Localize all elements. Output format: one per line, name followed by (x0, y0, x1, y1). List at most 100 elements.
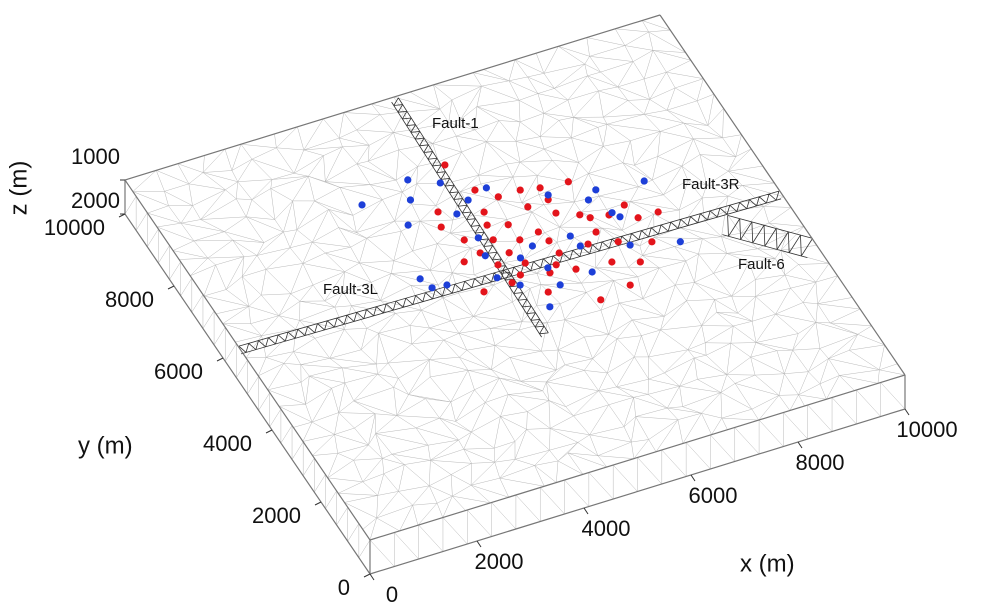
fault-label: Fault-1 (432, 115, 479, 132)
well-point (358, 201, 366, 209)
well-point (676, 238, 684, 246)
well-point (516, 271, 524, 279)
x-tick (797, 441, 803, 449)
x-tick-label: 0 (386, 582, 398, 606)
x-tick-label: 10000 (896, 417, 957, 442)
well-point (482, 184, 490, 192)
well-point (460, 258, 468, 266)
well-point (460, 236, 468, 244)
fault-label: Fault-3R (682, 176, 740, 193)
well-point (584, 196, 593, 204)
y-tick-label: 6000 (154, 359, 203, 384)
fault-trace (722, 214, 813, 259)
well-point (524, 203, 532, 211)
well-point (494, 261, 502, 269)
well-point (564, 178, 572, 186)
well-point (404, 176, 412, 184)
well-point (516, 236, 524, 244)
well-point (544, 191, 552, 199)
well-point (634, 214, 642, 222)
well-point (441, 161, 449, 169)
y-tick-label: 0 (338, 575, 350, 600)
well-point (404, 221, 412, 229)
y-tick-label: 10000 (44, 215, 105, 240)
well-point (493, 274, 501, 282)
box-edges (124, 14, 906, 575)
well-point (555, 249, 563, 257)
well-point (592, 228, 600, 236)
x-tick-label: 8000 (796, 450, 845, 475)
fault-trace (391, 97, 549, 338)
y-tick (216, 357, 224, 362)
well-point (546, 303, 554, 311)
well-point (437, 223, 445, 231)
well-point (428, 284, 436, 292)
well-point (616, 213, 624, 221)
x-tick-label: 2000 (475, 549, 524, 574)
x-tick (904, 408, 910, 416)
well-point (552, 261, 560, 269)
y-tick-label: 2000 (252, 503, 301, 528)
y-tick-label: 8000 (105, 287, 154, 312)
well-point (481, 252, 489, 260)
y-tick-label: 4000 (203, 431, 252, 456)
mesh-lines (124, 14, 906, 574)
well-point (434, 208, 442, 216)
well-point (416, 275, 424, 283)
fault-label: Fault-6 (738, 256, 785, 273)
well-point (654, 208, 662, 216)
mesh (124, 14, 906, 574)
x-tick (476, 540, 482, 548)
x-tick (369, 573, 375, 581)
well-point (494, 193, 502, 201)
well-point (544, 288, 552, 296)
well-point (566, 232, 574, 240)
well-point (516, 254, 525, 262)
well-point (592, 186, 600, 194)
well-point (544, 264, 552, 272)
fault-label: Fault-3L (323, 281, 378, 298)
y-tick (265, 429, 273, 434)
well-point (552, 209, 560, 217)
well-point (608, 209, 616, 217)
well-point (648, 238, 656, 246)
well-point (443, 281, 451, 289)
box (124, 14, 906, 575)
well-point (464, 196, 472, 204)
well-point (556, 281, 564, 289)
y-tick (167, 285, 175, 290)
well-point (640, 177, 648, 185)
well-point (480, 208, 488, 216)
z-tick-label: 1000 (71, 144, 120, 169)
well-point (528, 242, 537, 250)
well-point (505, 249, 513, 257)
well-point (636, 258, 644, 266)
well-point (576, 211, 584, 219)
x-tick-label: 4000 (582, 516, 631, 541)
well-point (489, 236, 497, 244)
well-point (588, 268, 596, 276)
well-point (483, 221, 491, 229)
x-tick (583, 507, 589, 515)
well-point (521, 259, 529, 267)
y-tick (363, 573, 371, 578)
x-tick-label: 6000 (689, 483, 738, 508)
well-point (620, 201, 628, 209)
well-point (576, 242, 584, 250)
well-point (608, 258, 616, 266)
well-point (474, 234, 482, 242)
x-tick (690, 474, 696, 482)
fault-trace (238, 190, 782, 355)
y-tick (314, 501, 322, 506)
z-axis-label: z (m) (5, 161, 32, 216)
well-point (626, 281, 634, 289)
well-point (508, 279, 516, 287)
well-point (614, 238, 622, 246)
well-point (436, 179, 444, 187)
well-point (545, 237, 553, 245)
y-axis-label: y (m) (78, 432, 133, 459)
well-point (471, 186, 479, 194)
well-point (516, 281, 524, 289)
well-point (597, 296, 605, 304)
